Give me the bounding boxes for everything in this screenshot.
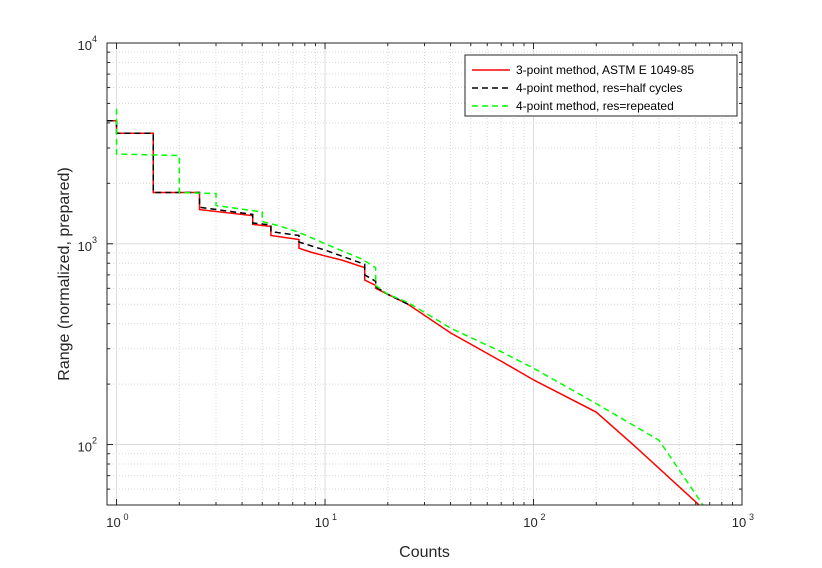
- y-tick-base: 10: [78, 239, 92, 254]
- legend-entry-1: 3-point method, ASTM E 1049-85: [472, 63, 694, 77]
- series-layer: [107, 108, 704, 505]
- x-axis-label: Counts: [399, 544, 450, 561]
- legend: 3-point method, ASTM E 1049-85 4-point me…: [464, 54, 738, 117]
- x-tick-base: 10: [523, 515, 537, 530]
- y-tick-label: 10 3: [78, 235, 97, 254]
- x-tick-exponent: 0: [124, 512, 129, 522]
- y-tick-base: 10: [78, 440, 92, 455]
- x-tick-label: 10 1: [315, 512, 337, 530]
- y-tick-exponent: 3: [92, 235, 97, 245]
- x-tick-base: 10: [732, 515, 746, 530]
- y-tick-exponent: 2: [92, 436, 97, 446]
- legend-box: [464, 54, 738, 117]
- x-tick-base: 10: [315, 515, 329, 530]
- y-tick-exponent: 4: [92, 34, 97, 44]
- series-line-2: [107, 120, 409, 305]
- x-tick-label: 10 0: [106, 512, 128, 530]
- x-tick-exponent: 2: [541, 512, 546, 522]
- legend-label: 3-point method, ASTM E 1049-85: [516, 63, 694, 77]
- grid-lines: [107, 43, 742, 506]
- legend-label: 4-point method, res=half cycles: [516, 81, 682, 95]
- y-tick-label: 10 4: [78, 34, 97, 53]
- legend-entry-2: 4-point method, res=half cycles: [472, 81, 682, 95]
- legend-label: 4-point method, res=repeated: [516, 99, 674, 113]
- x-tick-label: 10 2: [523, 512, 545, 530]
- y-tick-label: 10 2: [78, 436, 97, 455]
- tick-labels: 10 0 10 1 10 2 10 310 210 310 4: [78, 34, 754, 530]
- x-tick-label: 10 3: [732, 512, 754, 530]
- tick-marks: [107, 42, 743, 506]
- series-line-3: [115, 108, 704, 505]
- y-axis-label: Range (normalized, prepared): [56, 167, 73, 380]
- x-tick-exponent: 1: [332, 512, 337, 522]
- x-tick-base: 10: [106, 515, 120, 530]
- legend-entry-3: 4-point method, res=repeated: [472, 99, 674, 113]
- x-tick-exponent: 3: [749, 512, 754, 522]
- y-tick-base: 10: [78, 38, 92, 53]
